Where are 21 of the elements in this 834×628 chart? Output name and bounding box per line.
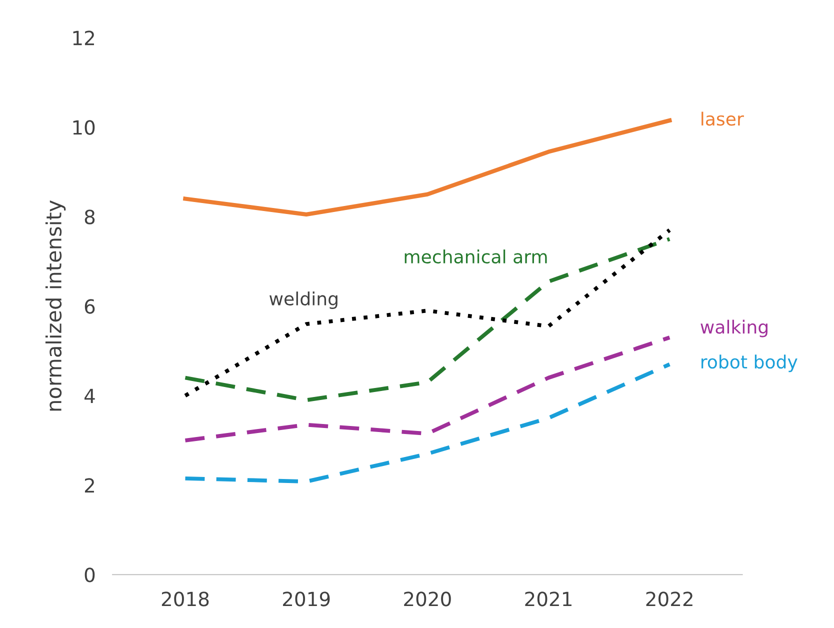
line-series	[183, 362, 672, 484]
line-series	[183, 336, 672, 442]
line-series	[183, 118, 672, 217]
y-tick-label: 4	[84, 388, 95, 404]
y-tick-label: 10	[73, 120, 95, 135]
x-tick-label: 2022	[646, 592, 692, 606]
y-tick-label: 2	[84, 478, 94, 493]
y-axis-title: normalized intensity	[45, 200, 66, 411]
x-tick-label: 2018	[162, 592, 209, 606]
x-tick-label: 2019	[283, 592, 330, 606]
y-tick-label: 8	[84, 210, 95, 224]
y-tick-label: 6	[84, 299, 95, 314]
series-label: mechanical arm	[404, 250, 547, 264]
y-tick-label: 0	[84, 568, 95, 582]
y-tick-label: 12	[73, 30, 94, 46]
series-label: robot body	[702, 354, 798, 372]
series-label: laser	[702, 112, 744, 126]
x-tick-label: 2021	[525, 592, 572, 606]
series-label: welding	[270, 292, 338, 310]
x-tick-label: 2020	[404, 592, 451, 606]
series-label: walking	[700, 320, 768, 338]
